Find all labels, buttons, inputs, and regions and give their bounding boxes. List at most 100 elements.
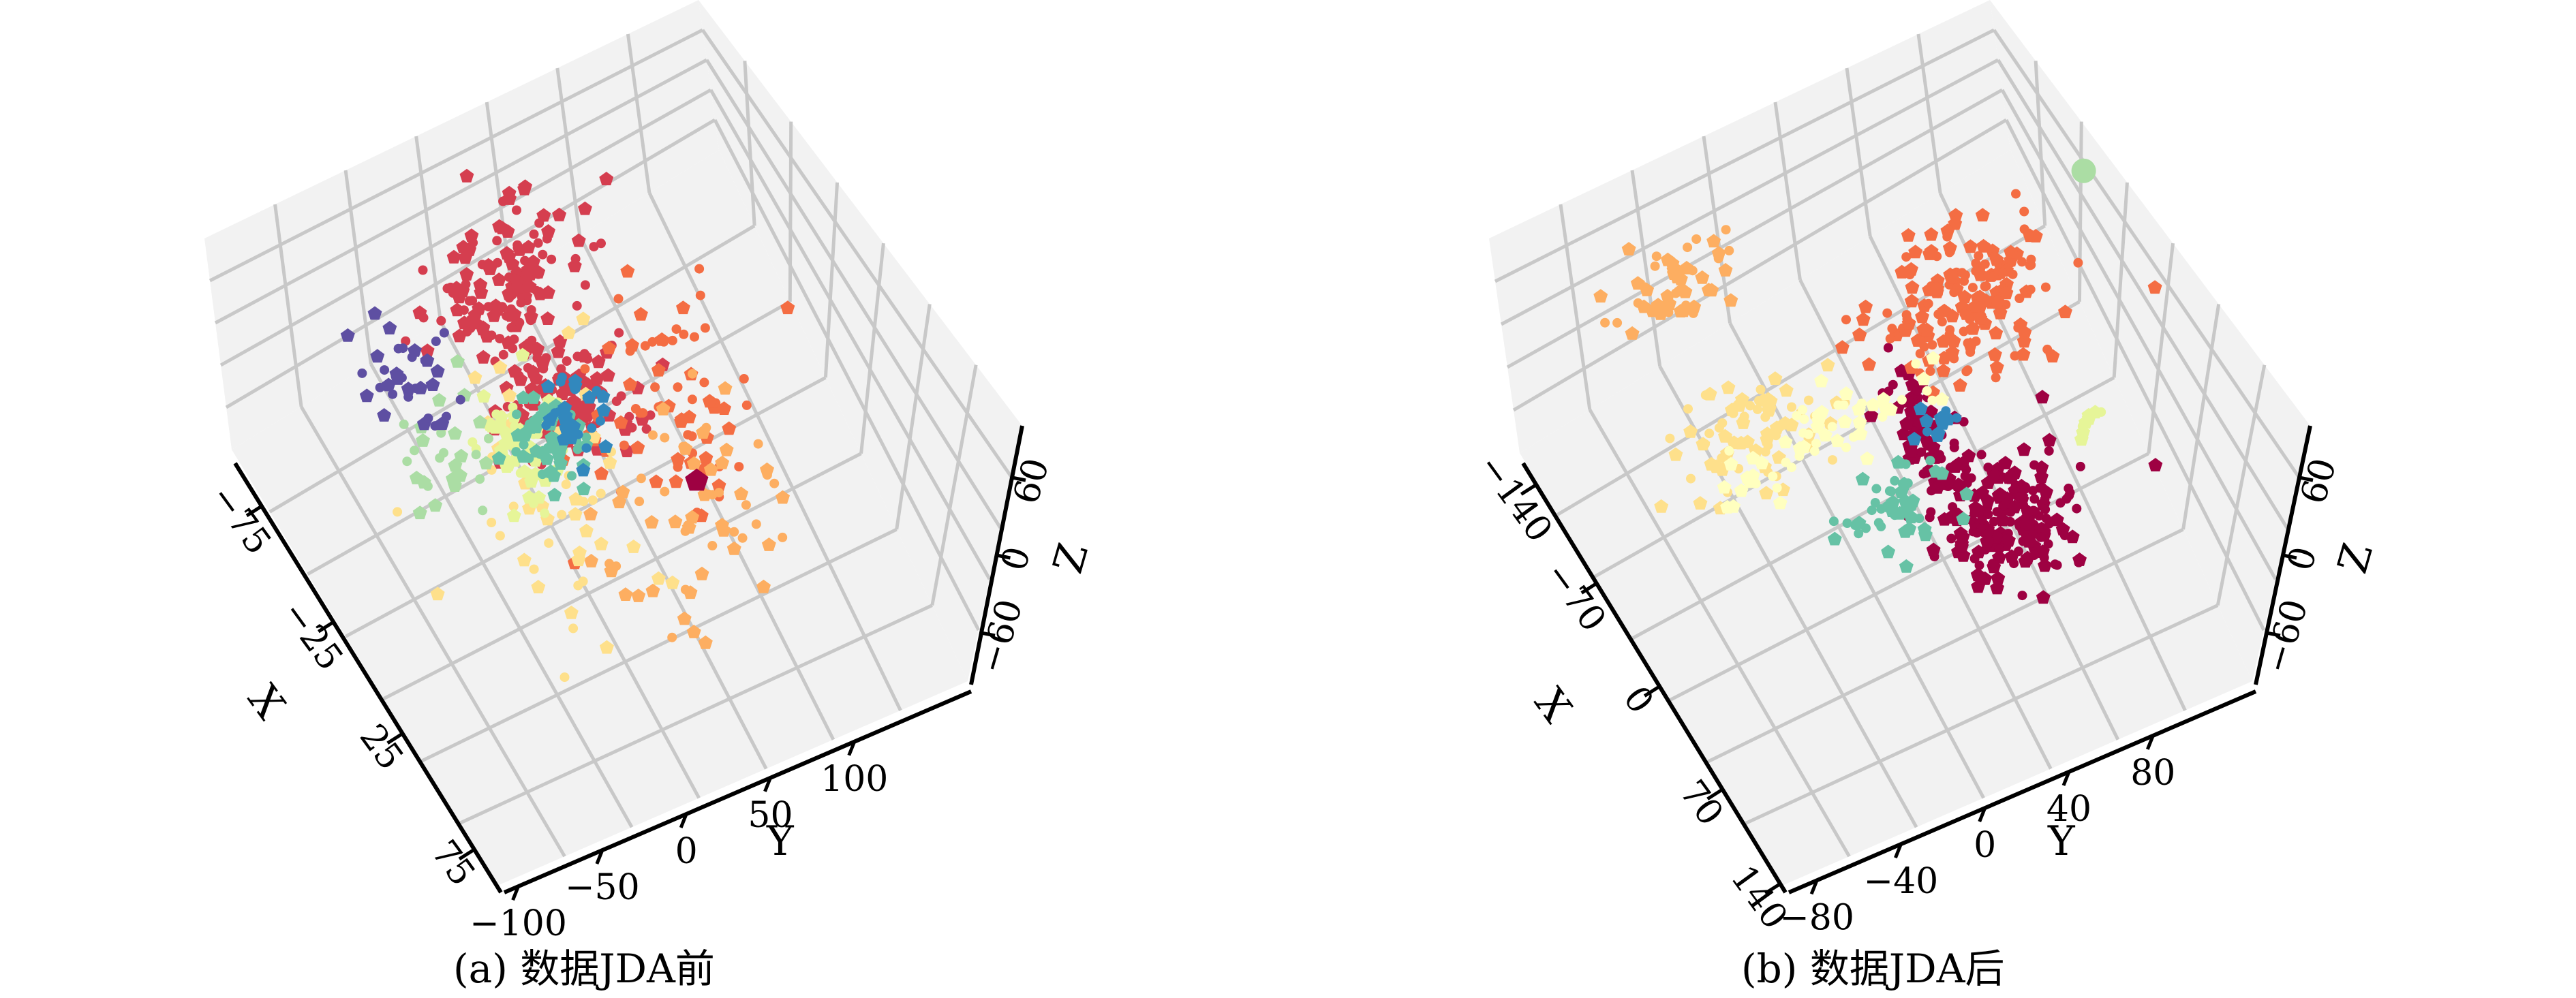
scatter-point — [516, 390, 531, 404]
back-gridline — [1512, 118, 2008, 412]
scatter-point — [455, 394, 465, 405]
scatter-point — [596, 389, 611, 403]
scatter-point — [407, 352, 417, 362]
scatter-point — [487, 518, 497, 527]
scatter-point — [402, 456, 412, 467]
y-tick-label: −80 — [1779, 897, 1854, 938]
scatter-point — [508, 501, 519, 512]
scatter-point — [584, 554, 598, 567]
scatter-point — [493, 258, 502, 268]
scatter-point — [686, 456, 701, 470]
back-gridline — [1506, 88, 2004, 369]
scatter-point — [1971, 544, 1986, 559]
z-tick-mark — [2299, 475, 2314, 482]
scatter-point — [500, 224, 515, 238]
scatter-point — [1956, 512, 1971, 525]
scatter-point — [1972, 528, 1982, 538]
scatter-point — [1978, 571, 1993, 585]
scatter-point — [2038, 558, 2052, 572]
x-axis-line — [233, 462, 503, 894]
scatter-point — [526, 390, 541, 404]
scatter-point — [1916, 447, 1927, 457]
scatter-point — [506, 508, 521, 523]
scatter-point — [583, 507, 598, 520]
scatter-point — [2042, 433, 2057, 447]
scatter-point — [1991, 571, 2006, 585]
scatter-point — [1937, 350, 1952, 364]
scatter-point — [1898, 524, 1913, 538]
scatter-point — [2020, 484, 2030, 494]
scatter-point — [498, 349, 508, 360]
scatter-point — [717, 401, 731, 415]
scatter-point — [1905, 270, 1915, 279]
scatter-point — [1787, 402, 1796, 412]
scatter-point — [375, 382, 385, 392]
scatter-point — [340, 328, 355, 342]
y-tick-mark — [2145, 734, 2155, 750]
y-tick-mark — [1978, 807, 1987, 823]
scatter-point — [1841, 442, 1851, 452]
back-gridline — [1702, 136, 1732, 324]
scatter-point — [1989, 251, 1999, 262]
scatter-point — [1660, 289, 1675, 302]
scatter-point — [1959, 417, 1969, 427]
scatter-point — [2074, 432, 2089, 446]
scatter-point — [640, 341, 650, 351]
scatter-point — [459, 168, 474, 183]
scatter-point — [487, 308, 502, 322]
scatter-point — [1625, 326, 1640, 340]
scatter-point — [596, 416, 605, 426]
scatter-point — [478, 456, 493, 470]
scatter-point — [492, 236, 502, 246]
scatter-point — [2023, 228, 2038, 243]
scatter-point — [1852, 415, 1867, 429]
scatter-point — [703, 462, 718, 476]
scatter-point — [2028, 505, 2038, 516]
scatter-point — [1959, 486, 1974, 501]
scatter-point — [1971, 266, 1981, 276]
scatter-point — [512, 205, 521, 215]
scatter-point — [1936, 363, 1951, 377]
scatter-point — [1792, 441, 1807, 455]
scatter-point — [618, 587, 633, 601]
back-gridline — [1996, 59, 2289, 529]
scatter-point — [623, 377, 637, 391]
floor-gridline — [578, 234, 835, 740]
scatter-point — [544, 538, 554, 548]
scatter-point — [739, 374, 749, 384]
scatter-point — [2049, 512, 2064, 527]
scatter-point — [1967, 283, 1978, 293]
scatter-point — [741, 400, 752, 410]
scatter-point — [1983, 463, 1993, 473]
scatter-point — [1740, 470, 1755, 484]
scatter-point — [382, 321, 397, 334]
scatter-point — [1768, 471, 1778, 482]
scatter-point — [1883, 343, 1893, 353]
scatter-point — [1866, 397, 1880, 411]
scatter-point — [1980, 281, 1990, 292]
scatter-point — [1688, 308, 1698, 318]
scatter-point — [2017, 591, 2027, 601]
scatter-point — [2029, 550, 2039, 560]
y-tick-label: 100 — [821, 759, 888, 800]
scatter-point — [707, 541, 718, 550]
scatter-point — [1910, 333, 1925, 347]
scatter-point — [370, 349, 385, 363]
scatter-point — [1745, 401, 1755, 411]
scatter-point — [1798, 428, 1809, 438]
y-tick-label: −40 — [1864, 861, 1939, 902]
scatter-point — [380, 365, 390, 375]
scatter-point — [1915, 349, 1925, 359]
scatter-point — [1963, 338, 1973, 348]
scatter-point — [660, 433, 670, 443]
scatter-point — [1725, 403, 1739, 416]
scatter-point — [1897, 394, 1907, 405]
scatter-point — [541, 224, 555, 238]
scatter-point — [432, 392, 446, 407]
scatter-point — [1820, 358, 1835, 372]
scatter-point — [453, 468, 467, 482]
scatter-point — [525, 315, 536, 326]
scatter-point — [495, 531, 505, 541]
scatter-point — [604, 563, 619, 578]
scatter-point — [722, 421, 737, 435]
